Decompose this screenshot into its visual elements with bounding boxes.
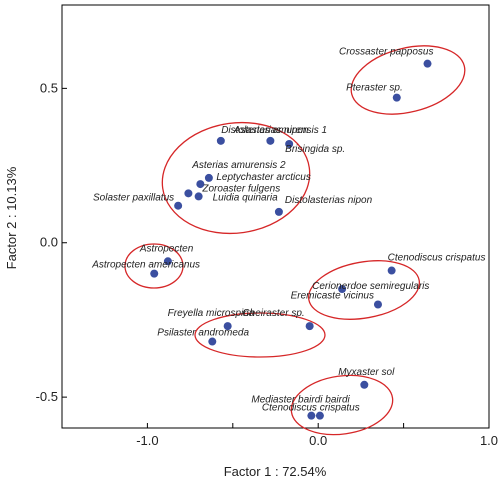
data-point-12 [150, 269, 159, 278]
data-point-14 [338, 285, 347, 294]
point-label-15: Eremicaste vicinus [291, 290, 374, 301]
point-label-3: Asterias amurensis 1 [233, 125, 327, 136]
cluster-ellipses [124, 45, 466, 436]
data-point-21 [315, 411, 324, 420]
point-label-21: Ctenodiscus crispatus [262, 403, 360, 414]
point-label-5: Asterias amurensis 2 [191, 160, 286, 171]
data-point-7 [184, 189, 193, 198]
data-point-11 [163, 257, 172, 266]
point-label-20: Mediaster bairdi bairdi [251, 395, 350, 406]
cluster-ellipse-lower-middle [194, 312, 326, 358]
data-point-3 [266, 136, 275, 145]
data-point-17 [305, 322, 314, 331]
point-label-8: Luidia quinaria [213, 192, 278, 203]
point-label-11: Astropecten [139, 243, 194, 254]
cluster-ellipse-upper-middle [161, 121, 311, 235]
point-label-7: Zoroaster fulgens [201, 183, 280, 194]
point-label-12: Astropecten americanus [91, 260, 200, 271]
data-point-15 [373, 300, 382, 309]
cluster-ellipse-left [124, 243, 184, 289]
data-point-4 [285, 139, 294, 148]
data-point-9 [174, 201, 183, 210]
data-point-5 [204, 173, 213, 182]
point-label-9: Solaster paxillatus [93, 193, 174, 204]
x-tick-label-2: 0.0 [309, 433, 327, 448]
point-labels: Crossaster papposus Pteraster sp. Distolas… [91, 47, 485, 414]
point-label-17: Cheiraster sp. [242, 308, 304, 319]
data-point-13 [387, 266, 396, 275]
x-axis-title: Factor 1 : 72.54% [224, 464, 327, 479]
data-point-8 [194, 192, 203, 201]
x-tick-label-0: -1.0 [136, 433, 158, 448]
data-point-2 [216, 136, 225, 145]
point-label-16: Freyella microspina [168, 308, 255, 319]
point-label-10: Distolasterias nipon [285, 195, 373, 206]
y-tick-label-2: -0.5 [36, 389, 58, 404]
cluster-ellipse-top-right [350, 45, 466, 115]
point-label-6: Leptychaster arcticus [216, 172, 311, 183]
plot-frame [61, 4, 490, 429]
y-axis-title: Factor 2 : 10.13% [4, 166, 19, 269]
data-point-1 [392, 93, 401, 102]
data-point-10 [274, 207, 283, 216]
data-point-0 [423, 59, 432, 68]
cluster-ellipse-bottom [290, 374, 394, 436]
y-tick-label-0: 0.5 [40, 80, 58, 95]
data-points [150, 59, 432, 420]
data-point-20 [307, 411, 316, 420]
data-point-16 [223, 322, 232, 331]
point-label-14: Cerionerdoe semiregularis [312, 281, 429, 292]
point-label-1: Pteraster sp. [346, 83, 403, 94]
point-label-19: Myxaster sol [338, 367, 395, 378]
point-label-13: Ctenodiscus crispatus [388, 253, 486, 264]
data-point-18 [208, 337, 217, 346]
data-point-6 [196, 180, 205, 189]
point-label-0: Crossaster papposus [339, 47, 434, 58]
y-tick-label-1: 0.0 [40, 235, 58, 250]
y-axis-ticks: 0.5 0.0 -0.5 [36, 80, 67, 404]
x-axis-ticks: -1.0 0.0 1.0 [136, 423, 498, 448]
point-label-18: Psilaster andromeda [157, 328, 249, 339]
point-label-2: Distolasterias nipon [221, 125, 309, 136]
point-label-4: Brisingida sp. [285, 144, 345, 155]
data-point-19 [360, 380, 369, 389]
cluster-ellipse-right [307, 260, 421, 320]
x-tick-label-4: 1.0 [480, 433, 498, 448]
